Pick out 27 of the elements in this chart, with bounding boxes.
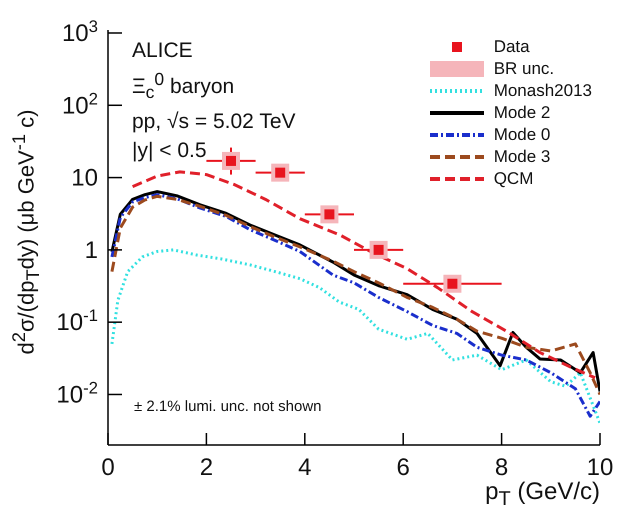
legend-label: Mode 0 bbox=[494, 125, 550, 145]
y-tick-label: 10$^{2}$ bbox=[62, 88, 98, 120]
y-tick-label: 10 bbox=[71, 164, 98, 192]
annotation: ALICE bbox=[132, 38, 194, 64]
y-tick-label: 1 bbox=[84, 236, 98, 264]
x-tick-label: 8 bbox=[494, 454, 508, 481]
line-series bbox=[110, 248, 600, 425]
legend-label: QCM bbox=[494, 169, 534, 189]
y-tick-label: 10$^{-2}$ bbox=[56, 378, 98, 408]
x-tick-label: 4 bbox=[298, 454, 312, 481]
annotation: pp, √s = 5.02 TeV bbox=[132, 109, 296, 136]
legend-label: Mode 2 bbox=[494, 103, 550, 123]
x-axis-title: p$_{T}$ (GeV/c) bbox=[485, 478, 600, 510]
line-series bbox=[131, 170, 597, 380]
x-tick-label: 6 bbox=[396, 454, 410, 481]
x-tick-label: 2 bbox=[200, 454, 214, 481]
legend-label: Data bbox=[494, 37, 530, 57]
y-tick-label: 10$^{3}$ bbox=[62, 16, 98, 47]
legend-label: BR unc. bbox=[494, 59, 554, 79]
legend-label: Mode 3 bbox=[494, 147, 550, 167]
x-tick-label: 0 bbox=[101, 454, 115, 481]
x-tick-label: 10 bbox=[586, 454, 614, 481]
annotation: ± 2.1% lumi. unc. not shown bbox=[134, 398, 322, 415]
y-tick-label: 10$^{-1}$ bbox=[56, 306, 98, 336]
annotation: Ξ$_{c}$$^{0}$ baryon bbox=[132, 68, 236, 104]
annotation: |y| < 0.5 bbox=[132, 138, 208, 164]
legend-label: Monash2013 bbox=[494, 81, 592, 101]
